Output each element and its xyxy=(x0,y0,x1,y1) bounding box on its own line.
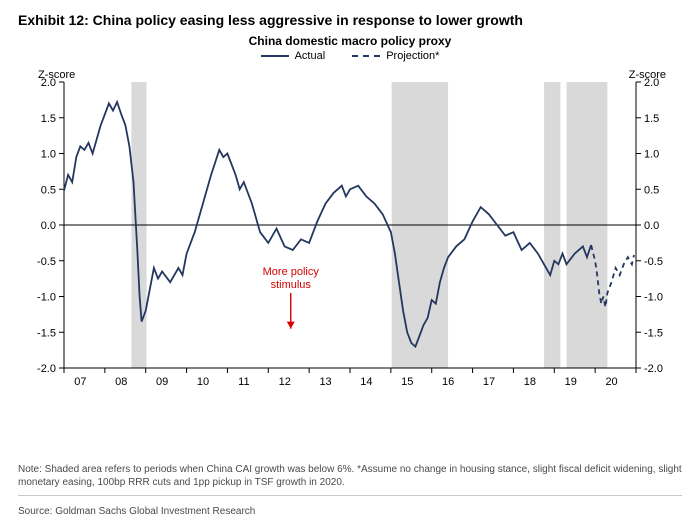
svg-text:15: 15 xyxy=(401,376,413,388)
svg-text:14: 14 xyxy=(360,376,372,388)
legend-actual: Actual xyxy=(261,50,326,62)
svg-text:17: 17 xyxy=(483,376,495,388)
svg-text:16: 16 xyxy=(442,376,454,388)
svg-text:20: 20 xyxy=(605,376,617,388)
svg-text:07: 07 xyxy=(74,376,86,388)
exhibit-title: Exhibit 12: China policy easing less agg… xyxy=(18,12,682,28)
svg-text:0.5: 0.5 xyxy=(41,184,56,196)
svg-text:13: 13 xyxy=(319,376,331,388)
svg-text:More policy: More policy xyxy=(263,266,320,278)
legend-swatch-solid xyxy=(261,55,289,57)
svg-text:-0.5: -0.5 xyxy=(37,256,56,268)
svg-text:-2.0: -2.0 xyxy=(37,363,56,375)
svg-text:-1.5: -1.5 xyxy=(37,327,56,339)
svg-text:-1.0: -1.0 xyxy=(37,292,56,304)
legend-swatch-dash xyxy=(352,55,380,57)
svg-text:1.5: 1.5 xyxy=(644,113,659,125)
footnote: Note: Shaded area refers to periods when… xyxy=(18,464,682,489)
svg-text:1.0: 1.0 xyxy=(41,149,56,161)
svg-text:0.5: 0.5 xyxy=(644,184,659,196)
svg-text:1.5: 1.5 xyxy=(41,113,56,125)
svg-text:12: 12 xyxy=(279,376,291,388)
svg-text:Z-score: Z-score xyxy=(38,69,75,81)
svg-text:0.0: 0.0 xyxy=(41,220,56,232)
svg-text:10: 10 xyxy=(197,376,209,388)
svg-text:-2.0: -2.0 xyxy=(644,363,663,375)
divider xyxy=(18,495,682,496)
source-line: Source: Goldman Sachs Global Investment … xyxy=(18,506,682,517)
line-chart-svg: -2.0 -2.0 -1.5 -1.5 -1.0 -1.0 -0.5 -0.5 0.0 0.0 0.… xyxy=(18,64,682,394)
chart-area: -2.0 -2.0 -1.5 -1.5 -1.0 -1.0 -0.5 -0.5 0.0 0.0 0.… xyxy=(18,64,682,458)
svg-text:08: 08 xyxy=(115,376,127,388)
legend-projection: Projection* xyxy=(352,50,439,62)
chart-subtitle: China domestic macro policy proxy xyxy=(18,34,682,48)
svg-text:11: 11 xyxy=(238,376,249,388)
svg-text:stimulus: stimulus xyxy=(271,279,312,291)
svg-text:-1.5: -1.5 xyxy=(644,327,663,339)
svg-text:18: 18 xyxy=(524,376,536,388)
svg-text:-1.0: -1.0 xyxy=(644,292,663,304)
legend: Actual Projection* xyxy=(18,50,682,62)
svg-text:-0.5: -0.5 xyxy=(644,256,663,268)
svg-text:09: 09 xyxy=(156,376,168,388)
svg-text:Z-score: Z-score xyxy=(629,69,666,81)
svg-text:0.0: 0.0 xyxy=(644,220,659,232)
svg-text:1.0: 1.0 xyxy=(644,149,659,161)
svg-text:19: 19 xyxy=(565,376,577,388)
